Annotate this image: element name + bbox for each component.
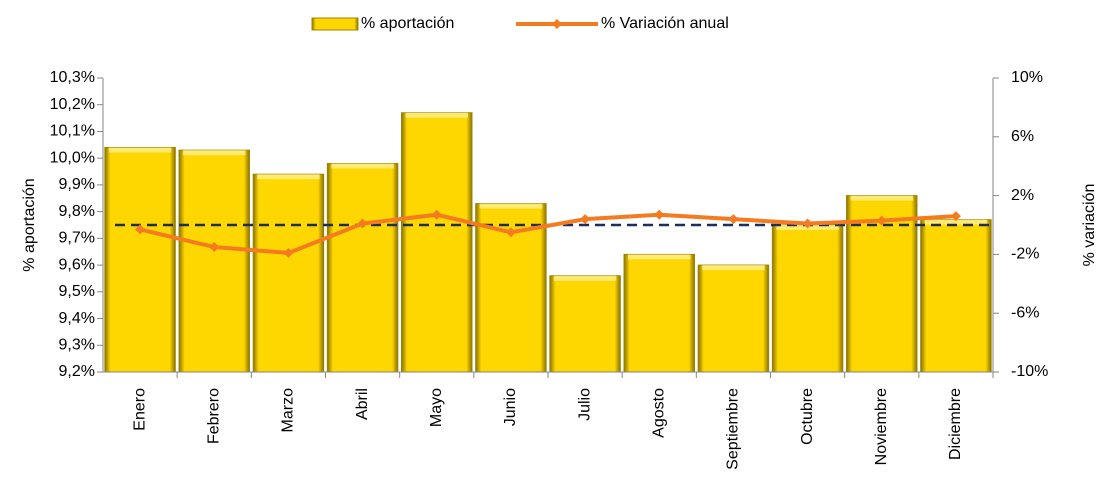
bar-bevel (479, 203, 543, 209)
line-marker (431, 209, 442, 220)
bar-bevel (924, 219, 988, 225)
x-tick-label: Noviembre (873, 388, 890, 465)
y-tick-label: 9,2% (59, 363, 95, 380)
y-tick-label: 10,1% (50, 123, 95, 140)
bar (178, 149, 250, 373)
bar-bevel (850, 195, 913, 201)
x-tick-label: Enero (131, 388, 148, 431)
x-tick-label: Octubre (799, 388, 816, 445)
x-tick-label: Junio (502, 388, 519, 426)
x-tick-label: Abril (354, 388, 371, 420)
line-marker (950, 211, 961, 222)
x-tick-label: Julio (576, 388, 593, 421)
x-tick-label: Agosto (650, 388, 667, 438)
y-tick-label: 9,8% (59, 203, 95, 220)
line-marker (357, 218, 368, 229)
y-tick-label: 9,7% (59, 230, 95, 247)
y2-tick-label: -10% (1011, 363, 1048, 380)
y2-axis-label: % variación (1081, 184, 1098, 267)
bar (326, 163, 399, 373)
line-marker (802, 218, 813, 229)
bar-bevel (183, 150, 246, 156)
y2-tick-label: 2% (1011, 187, 1034, 204)
bar (771, 224, 844, 373)
x-tick-label: Mayo (428, 388, 445, 427)
y2-tick-label: 6% (1011, 128, 1034, 145)
legend-label: % Variación anual (601, 15, 729, 32)
y-tick-label: 9,3% (59, 336, 95, 353)
y-axis-label: % aportación (21, 178, 38, 271)
x-tick-label: Febrero (205, 388, 222, 444)
line-marker (876, 215, 887, 226)
legend-marker (552, 19, 562, 29)
bar-bevel (405, 112, 468, 118)
line-marker (580, 214, 591, 225)
x-tick-label: Marzo (280, 388, 297, 433)
y2-tick-label: 10% (1011, 69, 1043, 86)
bar-bevel (108, 147, 172, 153)
bar (401, 112, 473, 373)
bar (104, 146, 176, 373)
line-marker (505, 227, 516, 238)
y2-tick-label: -6% (1011, 304, 1039, 321)
line-marker (209, 242, 220, 253)
line-marker (135, 224, 146, 235)
x-tick-label: Diciembre (947, 388, 964, 460)
line (139, 212, 957, 255)
y-tick-label: 9,4% (59, 310, 95, 327)
line-marker (654, 209, 665, 220)
bar-bevel (257, 174, 320, 180)
line-marker (728, 214, 739, 225)
y-tick-label: 9,6% (59, 256, 95, 273)
bar (549, 275, 621, 373)
y-tick-label: 9,9% (59, 176, 95, 193)
bar-bevel (628, 254, 691, 260)
bar-bevel (553, 275, 617, 281)
bar (920, 219, 992, 373)
x-tick-label: Septiembre (725, 388, 742, 470)
y-tick-label: 10,3% (50, 69, 95, 86)
line-marker (283, 247, 294, 258)
bar (623, 253, 695, 373)
y-tick-label: 10,2% (50, 96, 95, 113)
legend-swatch (311, 17, 359, 31)
y-tick-label: 9,5% (59, 283, 95, 300)
bar (252, 173, 325, 373)
y2-tick-label: -2% (1011, 246, 1039, 263)
y-tick-label: 10,0% (50, 149, 95, 166)
bar-bevel (331, 163, 394, 169)
bar-bevel (702, 265, 765, 271)
legend-label: % aportación (361, 15, 454, 32)
bar (697, 264, 770, 373)
